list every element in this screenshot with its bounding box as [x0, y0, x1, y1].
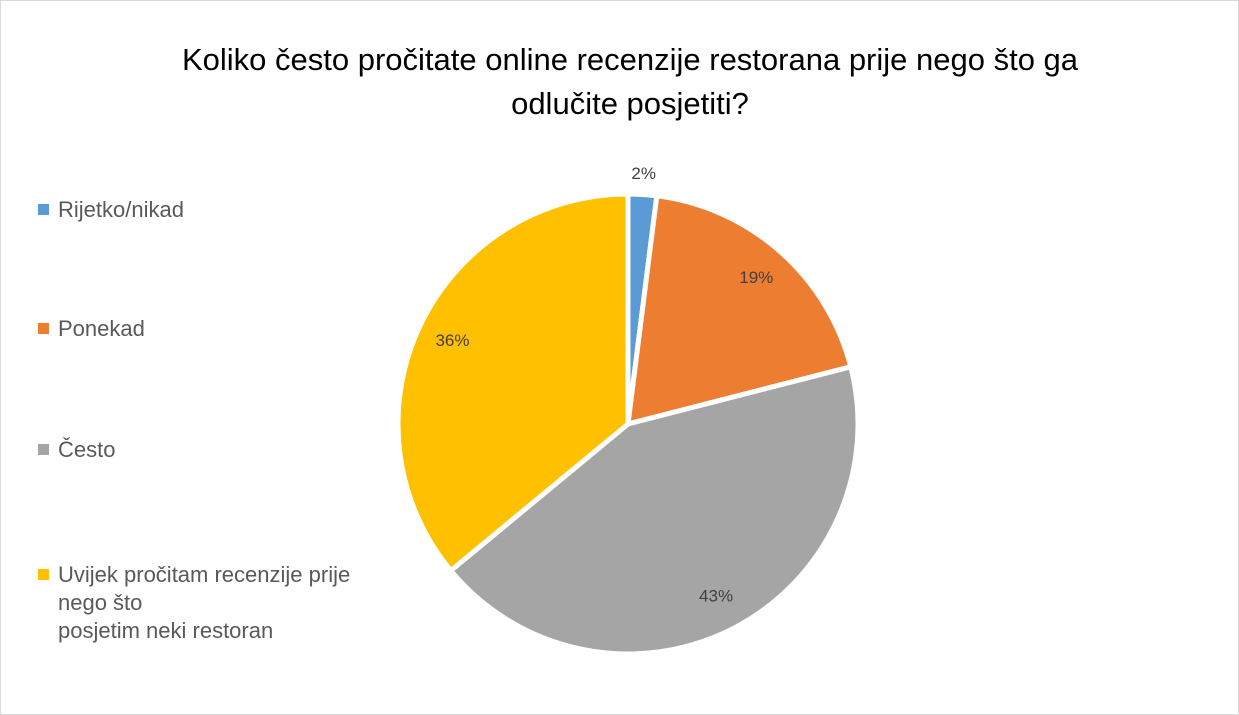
legend-item: Često	[38, 436, 398, 464]
legend-label: Uvijek pročitam recenzije prije nego što…	[58, 562, 351, 643]
data-label: 19%	[739, 268, 773, 287]
legend-item: Ponekad	[38, 315, 398, 343]
legend-item: Rijetko/nikad	[38, 196, 398, 224]
legend-swatch	[38, 204, 49, 215]
pie-slice	[395, 191, 631, 575]
legend-label: Rijetko/nikad	[58, 197, 184, 222]
pie-slice	[447, 363, 861, 657]
legend-label: Ponekad	[58, 316, 145, 341]
data-label: 43%	[699, 586, 733, 605]
data-label: 2%	[631, 164, 656, 183]
data-label: 36%	[435, 331, 469, 350]
chart-title: Koliko često pročitate online recenzije …	[181, 42, 1079, 121]
legend-swatch	[38, 569, 49, 580]
legend-swatch	[38, 444, 49, 455]
pie-slice	[625, 193, 854, 428]
legend-item: Uvijek pročitam recenzije prije nego što…	[38, 561, 398, 645]
legend-label: Često	[58, 437, 116, 462]
legend-swatch	[38, 323, 49, 334]
